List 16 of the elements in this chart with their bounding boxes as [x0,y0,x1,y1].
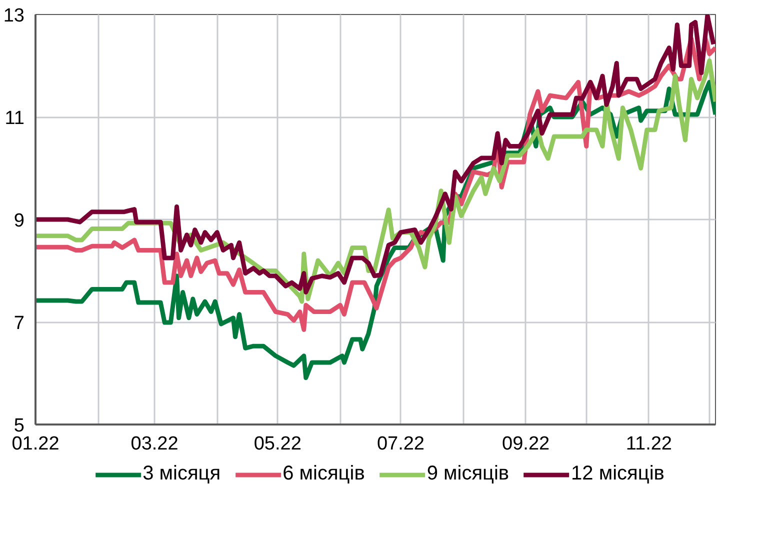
x-tick-label: 01.22 [12,434,60,454]
legend-label: 6 місяців [282,462,365,486]
y-tick-label: 5 [14,416,25,436]
y-tick-label: 7 [14,313,25,334]
x-tick-label: 05.22 [254,434,302,454]
legend-label: 9 місяців [426,462,510,486]
x-tick-label: 09.22 [502,434,550,454]
x-tick-label: 03.22 [130,434,178,454]
legend-label: 3 місяця [142,462,221,486]
line-series [36,14,716,295]
legend-label: 12 місяців [571,462,664,486]
y-tick-label: 9 [14,210,25,232]
y-tick-label: 11 [4,108,25,129]
x-tick-label: 07.22 [376,434,424,454]
y-tick-label: 13 [3,6,25,26]
x-tick-label: 11.22 [626,434,672,454]
